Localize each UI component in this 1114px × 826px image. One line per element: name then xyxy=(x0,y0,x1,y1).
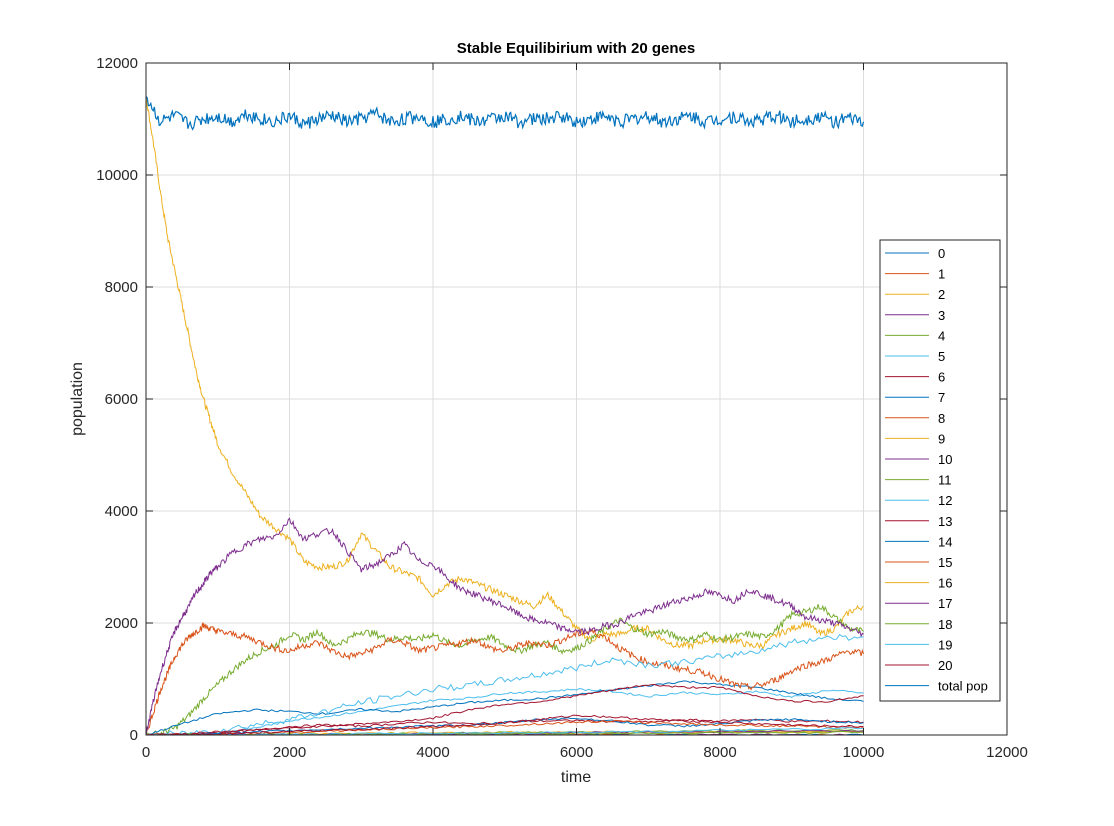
x-axis-title: time xyxy=(561,769,591,786)
legend-label-16: 16 xyxy=(938,576,952,591)
legend-label-13: 13 xyxy=(938,514,952,529)
legend-label-10: 10 xyxy=(938,452,952,467)
series-line-20 xyxy=(146,714,864,736)
legend-label-3: 3 xyxy=(938,308,945,323)
legend-label-2: 2 xyxy=(938,287,945,302)
axis-ticks: 0 2000 4000 6000 8000 10000 12000 0 2000 4000 6000… xyxy=(96,55,1028,761)
legend-label-19: 19 xyxy=(938,637,952,652)
x-tick-label: 2000 xyxy=(273,744,306,761)
legend-label-4: 4 xyxy=(938,328,945,343)
legend-label-total-pop: total pop xyxy=(938,679,988,694)
y-tick-label: 6000 xyxy=(105,391,138,408)
legend-label-20: 20 xyxy=(938,658,952,673)
legend-label-5: 5 xyxy=(938,349,945,364)
legend-label-12: 12 xyxy=(938,493,952,508)
x-tick-label: 12000 xyxy=(986,744,1028,761)
legend-label-6: 6 xyxy=(938,370,945,385)
legend-label-9: 9 xyxy=(938,431,945,446)
y-tick-label: 2000 xyxy=(105,615,138,632)
legend-label-7: 7 xyxy=(938,390,945,405)
legend-label-14: 14 xyxy=(938,534,952,549)
legend-label-8: 8 xyxy=(938,411,945,426)
series-line-total-pop xyxy=(145,96,865,131)
y-tick-label: 8000 xyxy=(105,279,138,296)
x-tick-label: 6000 xyxy=(560,744,593,761)
x-tick-label: 0 xyxy=(142,744,150,761)
y-tick-label: 0 xyxy=(130,727,138,744)
series-line-10 xyxy=(145,517,864,736)
y-tick-label: 4000 xyxy=(105,503,138,520)
series-line-8 xyxy=(145,621,864,736)
grid xyxy=(146,63,1007,735)
legend-label-15: 15 xyxy=(938,555,952,570)
legend-label-1: 1 xyxy=(938,267,945,282)
y-axis-title: population xyxy=(69,362,86,436)
legend-label-18: 18 xyxy=(938,617,952,632)
x-tick-label: 10000 xyxy=(843,744,885,761)
legend-label-17: 17 xyxy=(938,596,952,611)
series-line-19 xyxy=(145,727,864,736)
legend-label-11: 11 xyxy=(938,473,952,488)
series-line-13 xyxy=(146,683,864,736)
y-tick-label: 12000 xyxy=(96,55,138,72)
series-line-12 xyxy=(145,633,864,736)
chart-title: Stable Equilibirium with 20 genes xyxy=(457,40,695,57)
x-tick-label: 4000 xyxy=(416,744,449,761)
y-tick-label: 10000 xyxy=(96,167,138,184)
x-tick-label: 8000 xyxy=(703,744,736,761)
legend-label-0: 0 xyxy=(938,246,945,261)
series-line-7 xyxy=(145,680,864,736)
series-line-4 xyxy=(145,604,864,736)
